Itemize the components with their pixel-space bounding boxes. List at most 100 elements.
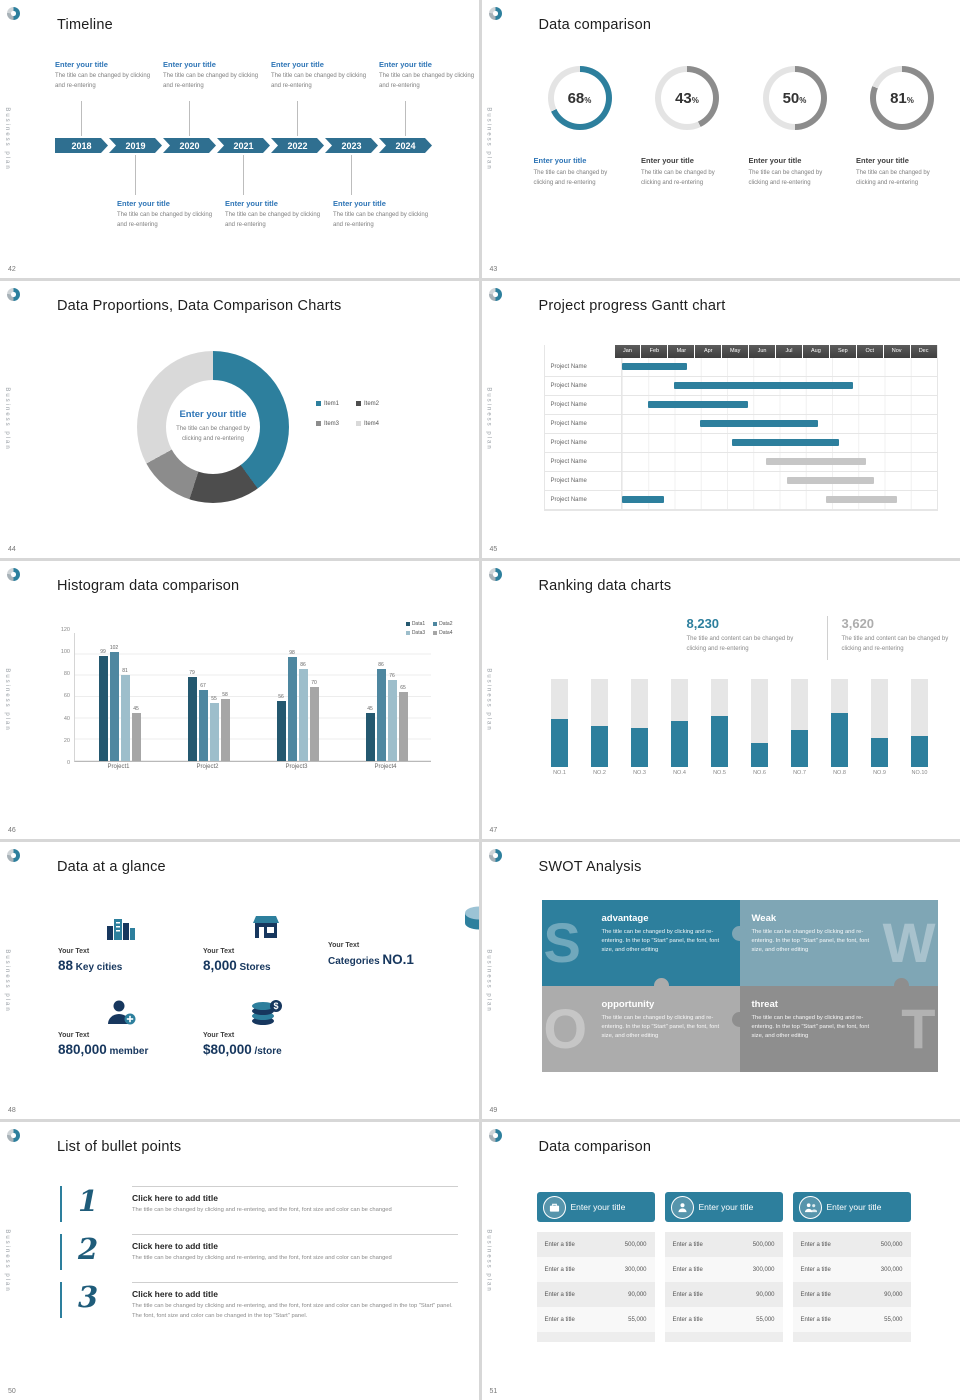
row-label: Enter a title [544,1266,575,1273]
slide-45-gantt[interactable]: Business plan 45 Project progress Gantt … [481,280,960,559]
card-row: Enter a title 500,000 [664,1232,783,1258]
card-footer [792,1332,911,1343]
bar [98,655,108,762]
gantt-bar-area [621,471,937,490]
card-title: Enter your title [826,1202,882,1213]
row-value: 500,000 [752,1241,775,1248]
bar [398,691,408,762]
donut-stat: 81% Enter your title The title can be chan… [856,66,948,188]
slide-50-bullet-points[interactable]: Business plan 50 List of bullet points 1… [0,1122,479,1400]
card-row: Enter a title 300,000 [664,1257,783,1283]
stat-big: NO.1 [382,951,414,967]
row-label: Enter a title [672,1241,703,1248]
stat-label: Your Text [58,1031,90,1039]
bar [287,656,297,762]
bullet-number-wrap: 3 [60,1280,132,1319]
bar-fill [671,721,688,768]
entry-title: Enter your title [379,60,432,69]
slide-49-swot[interactable]: Business plan 49 SWOT Analysis S advanta… [481,841,960,1120]
row-label: Enter a title [800,1316,831,1323]
stat-members: Your Text 880,000 member [58,998,198,1057]
donut-chart: 43% [655,66,719,130]
bar-wrap: 76 [387,673,397,762]
gantt-row-label: Project Name [545,433,622,452]
entry-body: The title can be changed by clicking and… [748,170,823,186]
y-tick-label: 0 [66,759,70,766]
gantt-row: Project Name [544,471,937,491]
gantt-bar-area [621,433,937,452]
bullet-heading: Click here to add title [132,1193,218,1204]
percent-sign: % [906,95,914,105]
gantt-bar [621,362,688,370]
row-value: 300,000 [880,1266,903,1273]
bar-track [591,679,608,768]
swot-text: Weak The title can be changed by clickin… [752,913,878,955]
donut-hole: Enter your title The title can be change… [166,379,260,474]
slide-48-data-at-a-glance[interactable]: Business plan 48 Data at a glance Your T… [0,841,479,1120]
swot-text: threat The title can be changed by click… [752,999,878,1041]
entry-title: Enter your title [748,156,802,165]
bar-wrap: 102 [109,645,119,762]
row-label: Enter a title [544,1316,575,1323]
gantt-row-label: Project Name [545,376,622,395]
bar-fill [791,730,808,768]
card-header: Enter your title [792,1192,911,1223]
bar-track [871,679,888,768]
legend-label: Data2 [439,621,453,628]
stat-number: 88 Key cities [58,958,198,973]
categories-icon [462,904,479,936]
bar-wrap: 65 [398,685,408,762]
logo-icon [488,7,502,20]
slide-47-ranking[interactable]: Business plan 47 Ranking data charts 8,2… [481,561,960,839]
page-number: 45 [489,546,498,554]
bullet-heading: Click here to add title [132,1241,218,1252]
bar-fill [751,742,768,768]
gantt-bar [674,381,853,389]
row-value: 55,000 [628,1316,647,1323]
swot-advantage-cell: S advantage The title can be changed by … [541,899,740,986]
entry-body: The title can be changed by clicking and… [641,170,715,186]
entry-title: Enter your title [856,156,909,165]
timeline-year-chip: 2020 [163,138,216,153]
stat-big: 880,000 [58,1041,107,1057]
slide-43-data-comparison[interactable]: Business plan 43 Data comparison 68% Ente… [481,0,960,278]
legend-item: Data2 [433,621,453,628]
slide-42-timeline[interactable]: Business plan 42 Timeline 2018 2019 2020 20… [0,0,479,278]
gantt-row: Project Name [544,452,937,472]
bar [198,689,208,762]
swot-opportunity-cell: O opportunity The title can be changed b… [541,985,740,1072]
connector-line [189,101,190,136]
card-title: Enter your title [698,1202,754,1213]
bar-label: NO.2 [593,770,606,777]
bullet-number-wrap: 1 [60,1184,132,1223]
bullet-number: 1 [78,1184,99,1219]
proportion-donut: Enter your title The title can be change… [137,350,289,503]
slide-46-histogram[interactable]: Business plan 46 Histogram data comparis… [0,561,479,839]
bar-track [551,679,568,768]
gantt-corner [544,344,615,358]
slide-44-data-proportions[interactable]: Business plan 44 Data Proportions, Data … [0,280,479,559]
bar-value-label: 86 [378,662,384,669]
brand-vertical-label: Business plan [485,387,492,452]
bar-fill [831,712,848,768]
bar-value-label: 102 [109,645,119,652]
gantt-row: Project Name [544,490,937,510]
timeline-year-chip: 2024 [379,138,432,153]
money-icon: $ [251,998,343,1030]
gantt-row-label: Project Name [545,357,622,376]
proportion-legend: Item1 Item2 Item3 Item4 [316,401,396,427]
bullet-number: 3 [78,1280,99,1315]
entry-body: The title can be changed by clicking and… [55,73,151,89]
divider [826,616,828,661]
page-number: 48 [8,1107,16,1115]
logo-icon [7,287,20,301]
percent-sign: % [799,95,807,105]
bar-track [671,679,688,768]
stat-unit: Key cities [75,961,123,973]
slide-51-data-cards[interactable]: Business plan 51 Data comparison Enter y… [481,1122,960,1400]
bar [298,669,308,762]
donut-value: 50% [782,89,807,107]
bar-wrap: 81 [120,668,130,762]
gantt-month: Jul [776,344,802,358]
gantt-bar [647,400,748,408]
